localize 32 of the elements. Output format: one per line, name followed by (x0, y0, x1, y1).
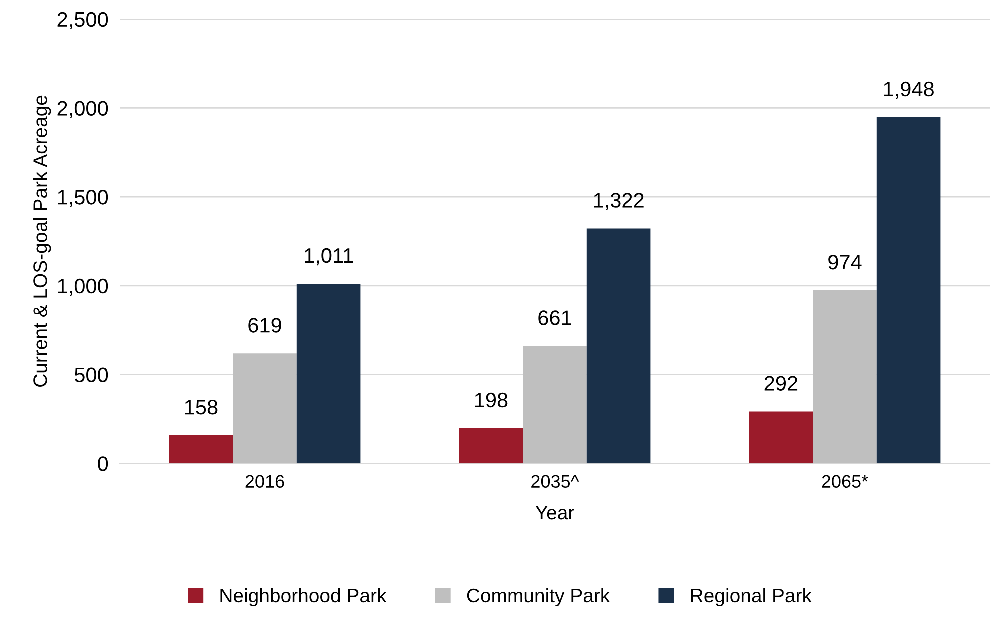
bar (523, 346, 587, 464)
y-tick-label: 1,000 (58, 278, 108, 296)
text: 158 (185, 400, 218, 415)
text: 198 (475, 392, 508, 408)
legend-label: Community Park (467, 588, 610, 606)
y-tick-label: 500 (74, 368, 108, 383)
text: 661 (538, 310, 572, 326)
legend-label: Neighborhood Park (220, 588, 387, 606)
x-tick-label: 2065* (822, 475, 868, 488)
bar (586, 228, 651, 464)
y-axis-title: Current & LOS-goal Park Acreage (33, 96, 52, 387)
y-tick-label: 0 (98, 456, 108, 472)
text: 292 (764, 376, 798, 391)
y-tick-label: 2,000 (58, 101, 108, 118)
bar (749, 412, 814, 464)
text: 1,011 (305, 248, 354, 266)
y-tick-label: 1,500 (58, 190, 108, 208)
bar (876, 117, 941, 464)
bar (296, 284, 361, 464)
y-tick-label: 2,500 (58, 12, 108, 30)
bar (233, 354, 297, 464)
text: 974 (828, 255, 862, 270)
x-tick-label: 2016 (246, 475, 284, 488)
bar (169, 436, 234, 464)
bar (813, 290, 877, 464)
x-tick-label: 2035^ (532, 475, 580, 488)
x-axis-title: Year (536, 506, 574, 520)
text: 619 (248, 318, 282, 333)
legend-label: Regional Park (691, 588, 812, 606)
text: 1,322 (594, 193, 644, 210)
bar (459, 428, 524, 464)
text: 1,948 (884, 82, 934, 100)
